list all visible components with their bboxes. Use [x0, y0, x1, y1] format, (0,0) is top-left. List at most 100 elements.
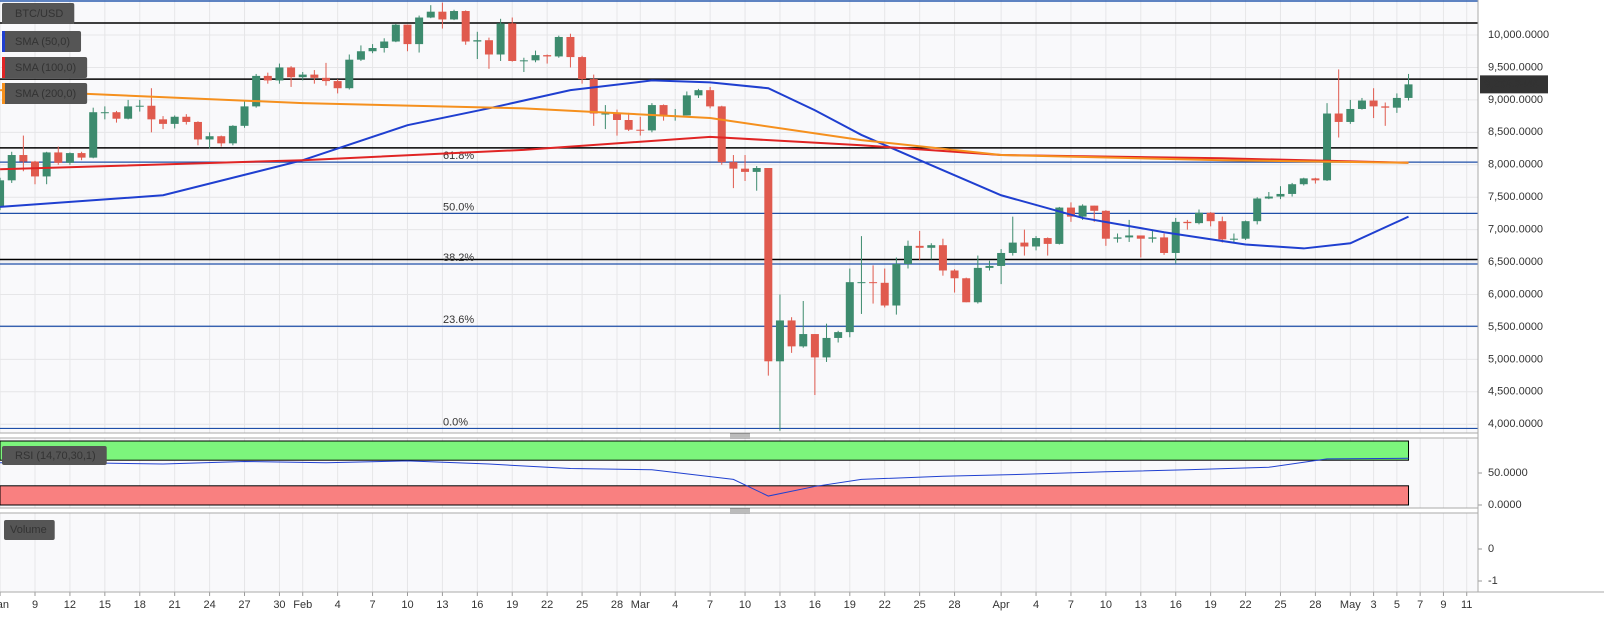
x-tick-label: 30 — [273, 599, 285, 611]
x-tick-label: 7 — [1068, 599, 1074, 611]
candle-body — [869, 282, 878, 284]
x-tick-label: 25 — [914, 599, 926, 611]
candle-body — [1241, 221, 1250, 239]
candle-body — [1206, 212, 1215, 222]
candle-body — [77, 153, 86, 158]
candle-body — [228, 125, 237, 144]
candle-body — [368, 48, 377, 52]
x-tick-label: Mar — [631, 599, 650, 611]
candle-body — [1055, 207, 1064, 244]
x-tick-label: 27 — [238, 599, 250, 611]
y-tick-label: 0.0000 — [1488, 499, 1522, 511]
y-tick-label: 0 — [1488, 543, 1494, 555]
candle-body — [880, 282, 889, 306]
y-tick-label: 4,500.0000 — [1488, 386, 1543, 398]
x-tick-label: 15 — [99, 599, 111, 611]
candle-body — [810, 334, 819, 358]
x-tick-label: 16 — [1170, 599, 1182, 611]
legend-box — [2, 3, 75, 24]
x-tick-label: 7 — [369, 599, 375, 611]
x-tick-label: 22 — [1239, 599, 1251, 611]
candle-body — [904, 245, 912, 264]
y-tick-label: 7,000.0000 — [1488, 224, 1543, 236]
x-tick-label: 10 — [401, 599, 413, 611]
candle-body — [1125, 235, 1134, 238]
plot-background — [0, 0, 1478, 433]
candle-body — [985, 265, 994, 268]
x-tick-label: 10 — [1100, 599, 1112, 611]
candle-body — [543, 55, 552, 57]
candle-body — [1032, 238, 1041, 247]
candle-body — [450, 11, 459, 20]
legend-label: RSI (14,70,30,1) — [15, 450, 96, 462]
candle-body — [345, 59, 354, 89]
candle-body — [589, 79, 598, 114]
x-tick-label: 13 — [436, 599, 448, 611]
x-tick-label: 4 — [1033, 599, 1039, 611]
sma-line — [0, 135, 1409, 171]
candle-body — [7, 155, 16, 181]
legend-box — [2, 57, 88, 78]
y-tick-label: 8,000.0000 — [1488, 159, 1543, 171]
candle-body — [927, 245, 936, 248]
x-tick-label: 28 — [1309, 599, 1321, 611]
candle-body — [717, 106, 726, 163]
x-tick-label: 22 — [541, 599, 553, 611]
x-tick-label: 10 — [739, 599, 751, 611]
legend-box — [4, 520, 55, 540]
y-tick-label: 8,500.0000 — [1488, 126, 1543, 138]
y-tick-label: 5,500.0000 — [1488, 321, 1543, 333]
candle-body — [496, 23, 505, 55]
fib-label: 50.0% — [443, 201, 474, 213]
candle-body — [1101, 210, 1110, 239]
candle-body — [1043, 238, 1052, 244]
x-tick-label: Feb — [293, 599, 312, 611]
candle-body — [1288, 184, 1297, 194]
candle-body — [415, 17, 424, 45]
candle-body — [647, 105, 656, 131]
candle-body — [938, 245, 947, 271]
candle-body — [170, 116, 179, 124]
x-tick-label: 19 — [506, 599, 518, 611]
candle-body — [508, 23, 517, 61]
candle-body — [601, 113, 610, 115]
candle-body — [775, 320, 784, 362]
fib-label: 0.0% — [443, 416, 468, 428]
candle-body — [1323, 113, 1332, 181]
rsi-line — [0, 457, 1409, 497]
candle-body — [1346, 108, 1355, 122]
x-tick-label: 28 — [611, 599, 623, 611]
candle-body — [787, 320, 796, 347]
candle-body — [426, 11, 435, 18]
candle-body — [252, 75, 261, 107]
x-tick-label: 5 — [1394, 599, 1400, 611]
legend-swatch — [2, 83, 5, 104]
y-tick-label: 9,500.0000 — [1488, 61, 1543, 73]
y-tick-label: 50.0000 — [1488, 467, 1528, 479]
candle-body — [1229, 238, 1238, 240]
legend-label: Volume — [10, 524, 47, 536]
candle-body — [240, 106, 249, 126]
candle-body — [1264, 196, 1273, 199]
legend-label: SMA (200,0) — [15, 88, 76, 100]
x-tick-label: 22 — [879, 599, 891, 611]
candle-body — [1066, 207, 1075, 217]
candle-body — [694, 90, 703, 96]
candle-body — [519, 60, 528, 62]
x-tick-label: Apr — [993, 599, 1010, 611]
candle-body — [822, 337, 831, 358]
candle-body — [1392, 97, 1401, 108]
candle-body — [1090, 205, 1099, 211]
y-tick-label: 7,500.0000 — [1488, 191, 1543, 203]
legend-label: BTC/USD — [15, 8, 63, 20]
candle-body — [1171, 221, 1180, 253]
legend-box — [2, 31, 82, 52]
candle-body — [682, 95, 691, 116]
candle-body — [624, 120, 633, 130]
candle-body — [124, 106, 133, 119]
candle-body — [438, 11, 447, 20]
fib-label: 38.2% — [443, 252, 474, 264]
candle-body — [1183, 221, 1192, 224]
x-tick-label: Jan — [0, 599, 9, 611]
candle-body — [566, 36, 575, 58]
